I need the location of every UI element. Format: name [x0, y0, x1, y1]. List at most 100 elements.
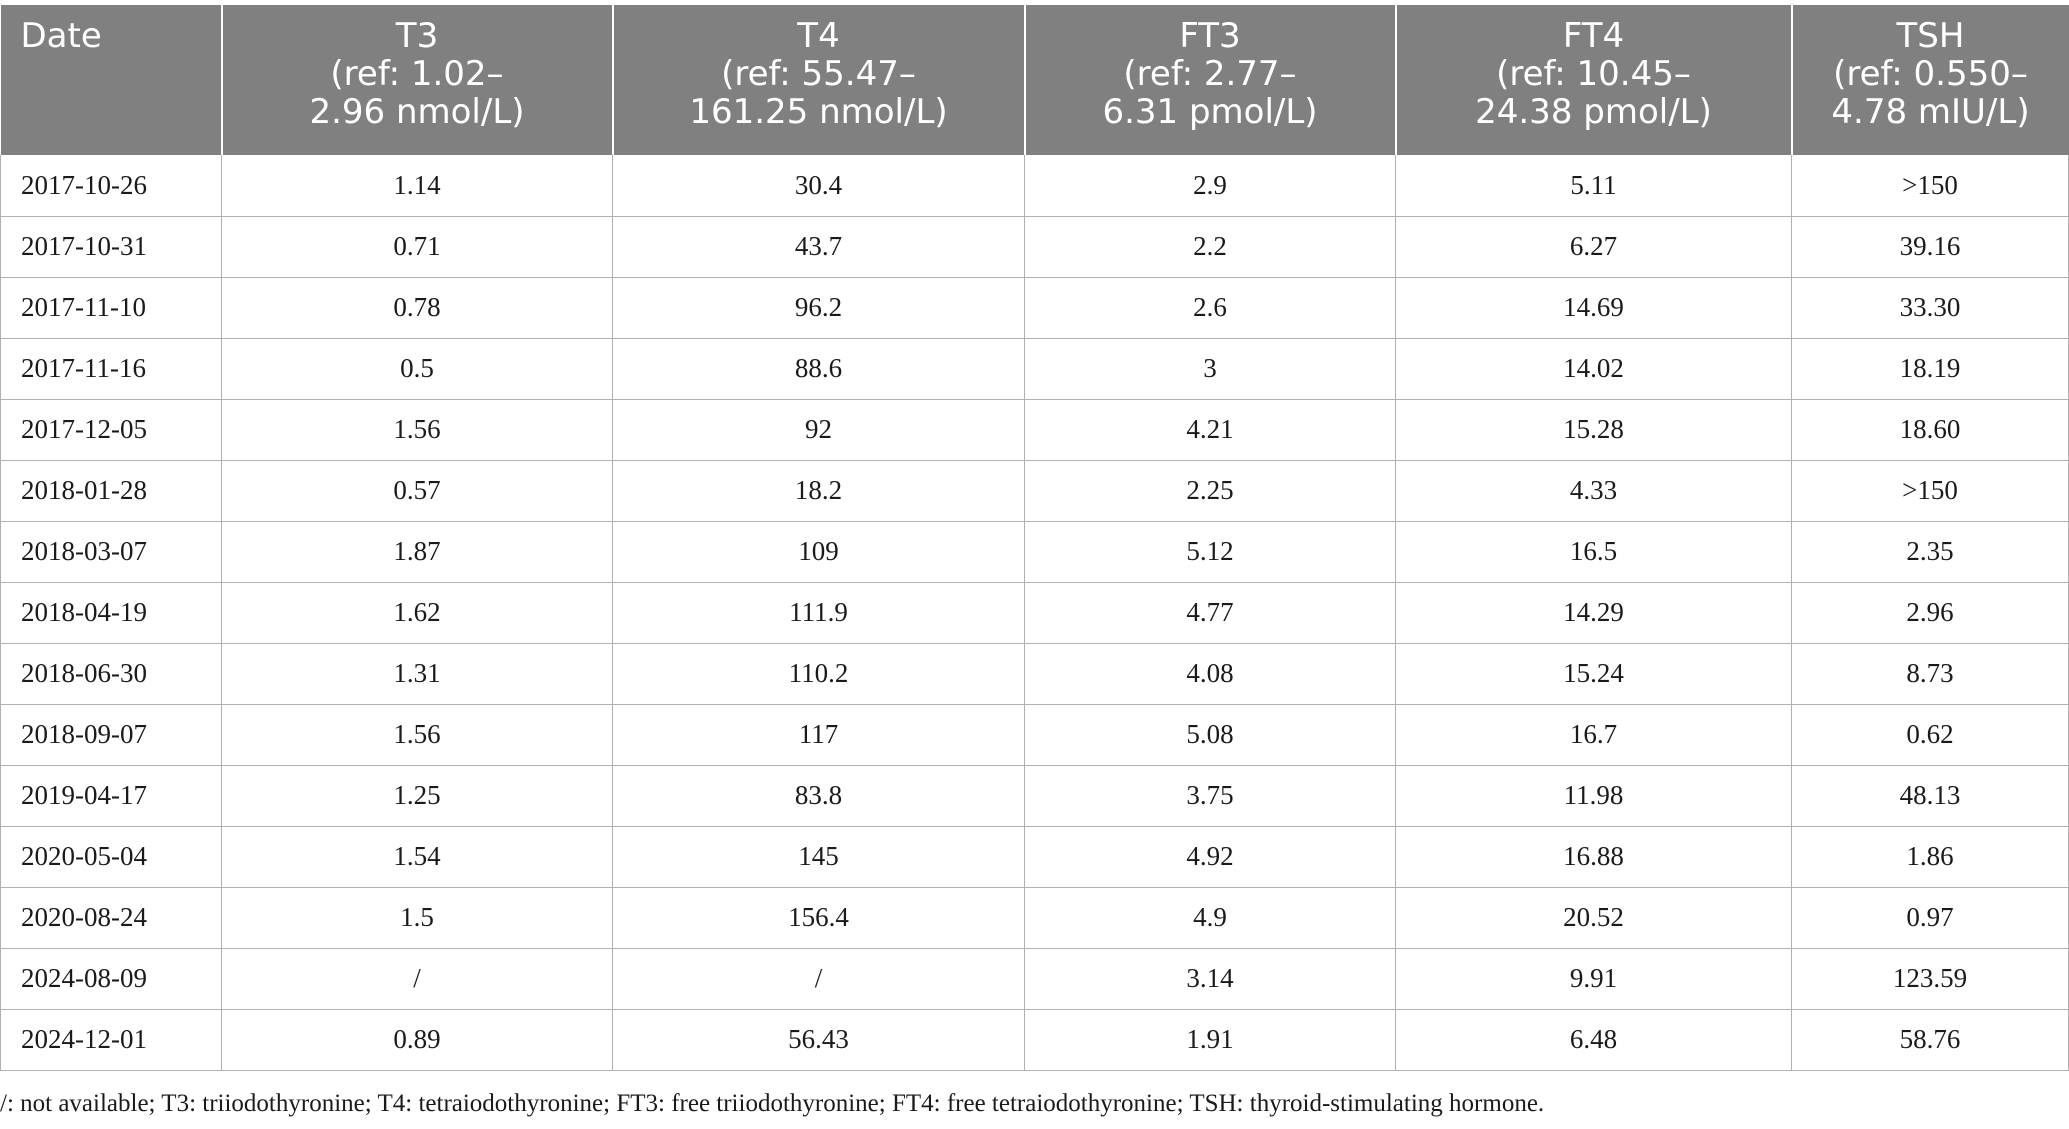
cell-date: 2024-08-09 — [0, 948, 222, 1010]
cell-date: 2018-04-19 — [0, 582, 222, 644]
thyroid-function-table-container: Date T3 (ref: 1.02– 2.96 nmol/L) T4 (ref: 55.… — [0, 5, 2069, 1071]
cell-t4: 83.8 — [612, 765, 1025, 827]
cell-t4: 18.2 — [612, 460, 1025, 522]
cell-t3: 0.57 — [221, 460, 613, 522]
cell-ft4: 20.52 — [1395, 887, 1792, 949]
cell-t4: 145 — [612, 826, 1025, 888]
cell-ft4: 15.28 — [1395, 399, 1792, 461]
cell-tsh: 0.97 — [1791, 887, 2069, 949]
cell-tsh: 2.35 — [1791, 521, 2069, 583]
cell-tsh: >150 — [1791, 460, 2069, 522]
cell-tsh: 123.59 — [1791, 948, 2069, 1010]
column-header-t4: T4 (ref: 55.47– 161.25 nmol/L) — [612, 5, 1026, 155]
cell-t4: 88.6 — [612, 338, 1025, 400]
column-header-line: T3 — [395, 16, 439, 56]
cell-ft4: 4.33 — [1395, 460, 1792, 522]
cell-ft4: 11.98 — [1395, 765, 1792, 827]
column-header-line: 6.31 pmol/L) — [1102, 92, 1318, 132]
cell-date: 2024-12-01 — [0, 1009, 222, 1071]
cell-ft3: 1.91 — [1024, 1009, 1396, 1071]
cell-t3: 0.5 — [221, 338, 613, 400]
column-header-line: 24.38 pmol/L) — [1475, 92, 1712, 132]
table-footnote: /: not available; T3: triiodothyronine; … — [0, 1090, 1545, 1117]
cell-date: 2017-11-16 — [0, 338, 222, 400]
cell-ft4: 6.48 — [1395, 1009, 1792, 1071]
cell-tsh: 0.62 — [1791, 704, 2069, 766]
column-header-line: (ref: 0.550– — [1833, 54, 2028, 94]
cell-ft3: 2.9 — [1024, 155, 1396, 217]
cell-t3: 0.78 — [221, 277, 613, 339]
cell-tsh: 2.96 — [1791, 582, 2069, 644]
column-header-t3: T3 (ref: 1.02– 2.96 nmol/L) — [221, 5, 614, 155]
column-header-line: (ref: 55.47– — [721, 54, 916, 94]
cell-tsh: 58.76 — [1791, 1009, 2069, 1071]
cell-t3: 1.25 — [221, 765, 613, 827]
thyroid-function-table: Date T3 (ref: 1.02– 2.96 nmol/L) T4 (ref: 55.… — [0, 5, 2069, 1071]
column-header-line: FT4 — [1562, 16, 1625, 56]
cell-tsh: 33.30 — [1791, 277, 2069, 339]
cell-t3: / — [221, 948, 613, 1010]
cell-ft4: 5.11 — [1395, 155, 1792, 217]
cell-t4: 111.9 — [612, 582, 1025, 644]
column-header-line: (ref: 10.45– — [1496, 54, 1691, 94]
cell-ft4: 9.91 — [1395, 948, 1792, 1010]
table-row: 2017-11-10 0.78 96.2 2.6 14.69 33.30 — [0, 277, 2069, 339]
cell-ft4: 6.27 — [1395, 216, 1792, 278]
cell-ft3: 4.21 — [1024, 399, 1396, 461]
cell-t4: 96.2 — [612, 277, 1025, 339]
cell-ft3: 5.08 — [1024, 704, 1396, 766]
column-header-line: 161.25 nmol/L) — [689, 92, 948, 132]
cell-t3: 1.87 — [221, 521, 613, 583]
cell-date: 2020-08-24 — [0, 887, 222, 949]
cell-tsh: 18.60 — [1791, 399, 2069, 461]
cell-date: 2017-10-26 — [0, 155, 222, 217]
table-row: 2018-01-28 0.57 18.2 2.25 4.33 >150 — [0, 460, 2069, 522]
column-header-line: (ref: 2.77– — [1123, 54, 1297, 94]
header-row: Date T3 (ref: 1.02– 2.96 nmol/L) T4 (ref: 55.… — [0, 5, 2069, 155]
cell-tsh: 8.73 — [1791, 643, 2069, 705]
table-row: 2018-06-30 1.31 110.2 4.08 15.24 8.73 — [0, 643, 2069, 705]
cell-date: 2017-11-10 — [0, 277, 222, 339]
cell-t4: 109 — [612, 521, 1025, 583]
cell-tsh: >150 — [1791, 155, 2069, 217]
column-header-line: (ref: 1.02– — [330, 54, 504, 94]
cell-date: 2020-05-04 — [0, 826, 222, 888]
column-header-line: T4 — [797, 16, 840, 56]
cell-t3: 1.5 — [221, 887, 613, 949]
column-header-ft3: FT3 (ref: 2.77– 6.31 pmol/L) — [1024, 5, 1397, 155]
cell-ft3: 4.9 — [1024, 887, 1396, 949]
cell-t3: 1.31 — [221, 643, 613, 705]
cell-ft3: 4.77 — [1024, 582, 1396, 644]
cell-t3: 1.54 — [221, 826, 613, 888]
cell-date: 2018-03-07 — [0, 521, 222, 583]
cell-t4: 117 — [612, 704, 1025, 766]
cell-ft3: 5.12 — [1024, 521, 1396, 583]
table-row: 2017-11-16 0.5 88.6 3 14.02 18.19 — [0, 338, 2069, 400]
column-header-line: Date — [20, 16, 102, 56]
cell-date: 2017-10-31 — [0, 216, 222, 278]
table-row: 2020-05-04 1.54 145 4.92 16.88 1.86 — [0, 826, 2069, 888]
column-header-date: Date — [0, 5, 223, 155]
cell-ft4: 14.02 — [1395, 338, 1792, 400]
table-row: 2018-09-07 1.56 117 5.08 16.7 0.62 — [0, 704, 2069, 766]
cell-t3: 1.56 — [221, 704, 613, 766]
cell-ft4: 16.5 — [1395, 521, 1792, 583]
cell-t3: 1.56 — [221, 399, 613, 461]
table-body: 2017-10-26 1.14 30.4 2.9 5.11 >150 2017-10-31 0… — [0, 155, 2069, 1071]
cell-tsh: 1.86 — [1791, 826, 2069, 888]
cell-t4: 92 — [612, 399, 1025, 461]
table-row: 2019-04-17 1.25 83.8 3.75 11.98 48.13 — [0, 765, 2069, 827]
cell-t4: 110.2 — [612, 643, 1025, 705]
cell-date: 2018-09-07 — [0, 704, 222, 766]
cell-t3: 0.89 — [221, 1009, 613, 1071]
cell-ft4: 16.7 — [1395, 704, 1792, 766]
cell-tsh: 48.13 — [1791, 765, 2069, 827]
cell-t4: 156.4 — [612, 887, 1025, 949]
cell-date: 2017-12-05 — [0, 399, 222, 461]
cell-ft3: 2.6 — [1024, 277, 1396, 339]
table-row: 2024-12-01 0.89 56.43 1.91 6.48 58.76 — [0, 1009, 2069, 1071]
table-row: 2020-08-24 1.5 156.4 4.9 20.52 0.97 — [0, 887, 2069, 949]
column-header-ft4: FT4 (ref: 10.45– 24.38 pmol/L) — [1395, 5, 1793, 155]
cell-date: 2018-06-30 — [0, 643, 222, 705]
table-row: 2017-12-05 1.56 92 4.21 15.28 18.60 — [0, 399, 2069, 461]
